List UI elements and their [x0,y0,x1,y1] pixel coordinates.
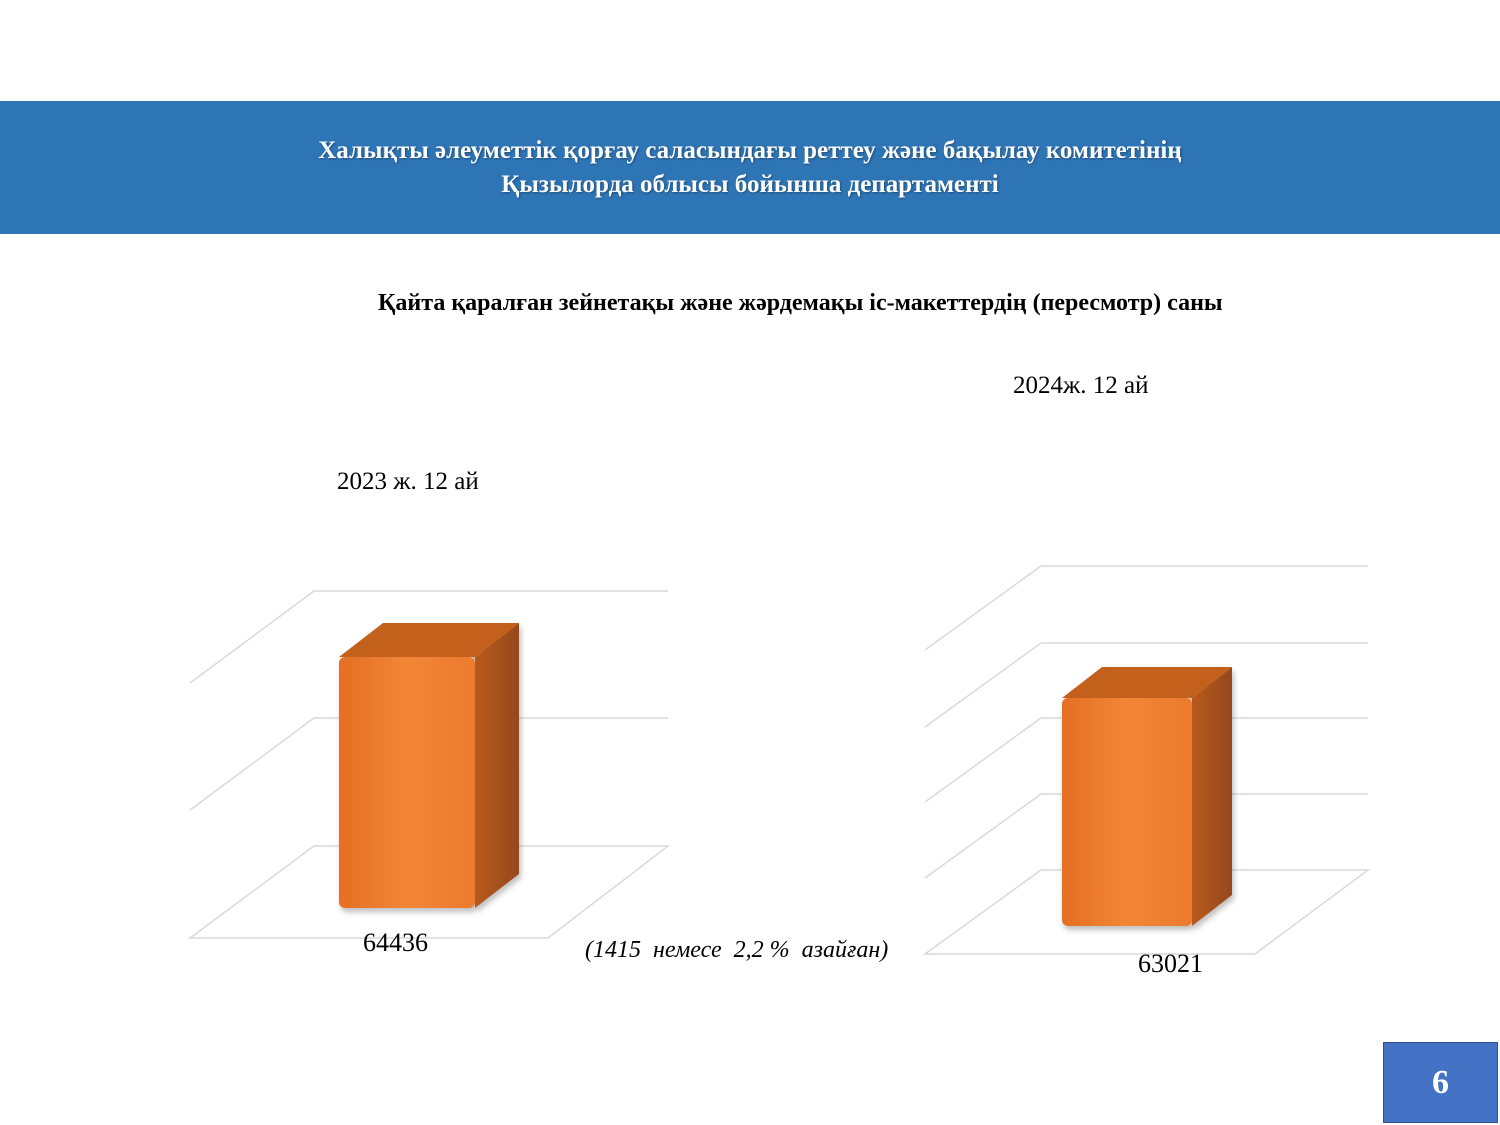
header-title-line1: Халықты әлеуметтік қорғау саласындағы ре… [318,136,1182,164]
gridline-0-0 [189,717,668,811]
grid-floor-1 [922,869,1371,955]
grid-floor-0 [187,845,671,939]
bar-1 [1062,667,1232,926]
gridline-1-1 [924,717,1368,803]
bar-side-1 [1192,667,1232,926]
category-label-2023: 2023 ж. 12 ай [337,468,479,495]
gridline-1-2 [924,642,1368,728]
bar-top-0 [339,623,519,657]
header-banner: Халықты әлеуметтік қорғау саласындағы ре… [0,101,1500,234]
chart-title: Қайта қаралған зейнетақы және жәрдемақы … [378,290,1223,316]
gridline-1-0 [924,793,1368,879]
header-title-line2: Қызылорда облысы бойынша департаменті [501,170,999,198]
bar-top-1 [1062,667,1232,698]
bar-0 [339,623,519,908]
change-annotation: (1415 немесе 2,2 % азайған) [585,937,889,963]
bar-front-0 [339,657,475,908]
gridline-0-1 [189,590,668,684]
gridline-1-3 [924,565,1368,651]
page-number-badge: 6 [1383,1042,1498,1123]
value-label-2024: 63021 [1138,949,1203,978]
value-label-2023: 64436 [363,928,428,957]
bar-side-0 [475,623,519,908]
bar-front-1 [1062,698,1192,926]
category-label-2024: 2024ж. 12 ай [1013,372,1149,399]
